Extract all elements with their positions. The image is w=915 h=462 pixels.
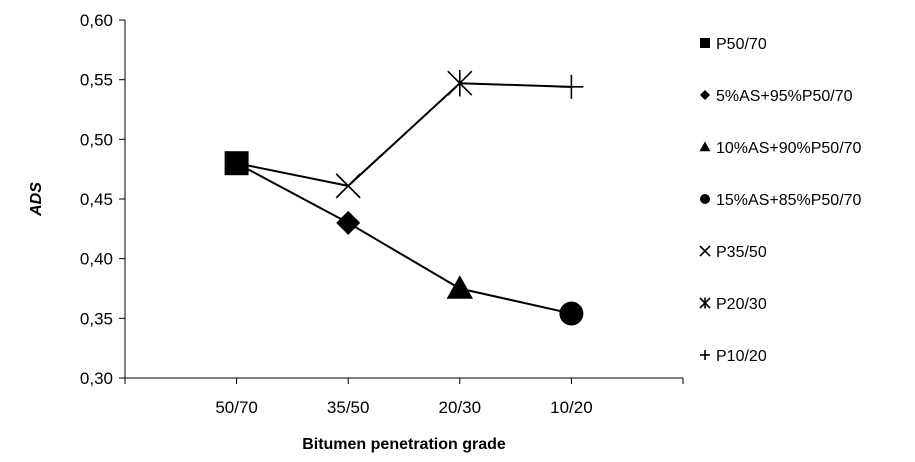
- data-point-square: [224, 151, 249, 176]
- legend-marker-plus: [700, 350, 710, 360]
- legend-item: P35/50: [699, 244, 767, 261]
- diamond-marker: [700, 90, 710, 100]
- data-point-circle: [559, 301, 584, 326]
- x-tick-label: 35/50: [327, 398, 370, 417]
- legend: P50/70 5%AS+95%P50/70 10%AS+90%P50/70 15%AS…: [699, 36, 862, 365]
- legend-label: 15%AS+85%P50/70: [716, 192, 862, 209]
- square-marker: [224, 151, 249, 176]
- y-tick-label: 0,55: [80, 71, 113, 90]
- legend-marker-circle: [700, 194, 710, 204]
- circle-marker: [700, 194, 710, 204]
- x-tick-label: 50/70: [215, 398, 258, 417]
- legend-label: 10%AS+90%P50/70: [716, 140, 862, 157]
- diamond-marker: [336, 210, 361, 235]
- data-point-triangle: [446, 275, 473, 299]
- x-tick-label: 10/20: [550, 398, 593, 417]
- y-tick-label: 0,40: [80, 250, 113, 269]
- series-line-conventional: [236, 82, 572, 187]
- legend-item: 10%AS+90%P50/70: [699, 140, 862, 157]
- data-point-x: [335, 173, 361, 199]
- legend-label: P35/50: [716, 244, 767, 261]
- legend-marker-asterisk: [699, 297, 711, 309]
- y-tick-label: 0,35: [80, 309, 113, 328]
- y-axis-title: ADS: [28, 182, 45, 217]
- x-marker-stroke: [335, 173, 361, 199]
- y-tick-label: 0,50: [80, 130, 113, 149]
- series-markers: [224, 70, 584, 326]
- legend-label: P50/70: [716, 36, 767, 53]
- legend-item: P20/30: [699, 296, 767, 313]
- legend-marker-x: [699, 245, 711, 257]
- data-point-asterisk: [447, 70, 473, 97]
- legend-item: P10/20: [700, 348, 767, 365]
- y-tick-label: 0,30: [80, 369, 113, 388]
- square-marker: [700, 38, 710, 48]
- y-tick-label: 0,45: [80, 190, 113, 209]
- legend-marker-square: [700, 38, 710, 48]
- y-tick-label: 0,60: [80, 11, 113, 30]
- series-lines: [236, 82, 572, 315]
- legend-label: 5%AS+95%P50/70: [716, 88, 853, 105]
- x-tick-label: 20/30: [439, 398, 482, 417]
- data-point-diamond: [336, 210, 361, 235]
- legend-label: P20/30: [716, 296, 767, 313]
- legend-item: 5%AS+95%P50/70: [700, 88, 853, 105]
- legend-item: P50/70: [700, 36, 767, 53]
- data-point-plus: [559, 74, 584, 99]
- x-axis-title: Bitumen penetration grade: [302, 436, 506, 453]
- axes: 0,30 0,35 0,40 0,45 0,50 0,55 0,60 50/70 35/50 20…: [80, 11, 684, 417]
- legend-label: P10/20: [716, 348, 767, 365]
- triangle-marker: [446, 275, 473, 299]
- legend-marker-triangle: [699, 141, 711, 152]
- triangle-marker: [699, 141, 711, 152]
- series-line-modified: [236, 162, 572, 315]
- legend-item: 15%AS+85%P50/70: [700, 192, 862, 209]
- legend-marker-diamond: [700, 90, 710, 100]
- x-marker-stroke: [699, 245, 711, 257]
- circle-marker: [559, 301, 584, 326]
